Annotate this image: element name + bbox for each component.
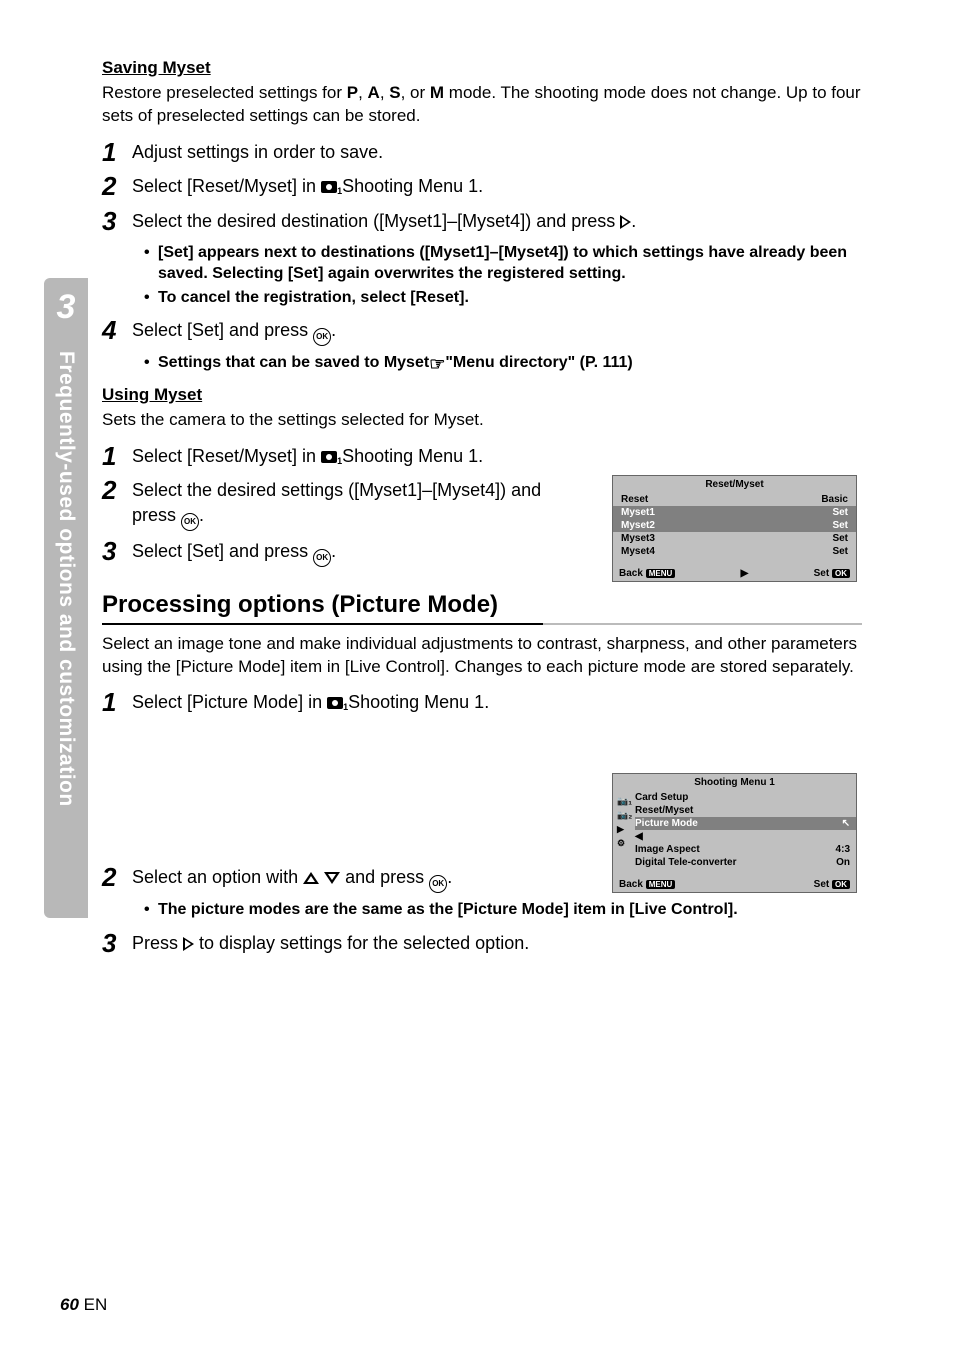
proc-step-2-bullets: •The picture modes are the same as the [… (144, 899, 862, 921)
ok-pill-icon: OK (832, 569, 850, 578)
lcd-side-icons: 📷₁📷₂▶⚙ (617, 794, 632, 850)
page-footer: 60 EN (60, 1295, 107, 1315)
step-3-bullets: •[Set] appears next to destinations ([My… (144, 242, 862, 309)
page-lang: EN (84, 1295, 108, 1314)
heading-processing: Processing options (Picture Mode) (102, 591, 862, 625)
step-num: 2 (102, 863, 132, 893)
step-num: 3 (102, 537, 132, 567)
step-text: Select the desired destination ([Myset1]… (132, 207, 636, 236)
step-num: 4 (102, 316, 132, 346)
ok-button-icon: OK (429, 875, 447, 893)
lcd-row: Card Setup (635, 791, 856, 804)
proc-step-3: 3 Press to display settings for the sele… (102, 929, 862, 958)
page-number: 60 (60, 1295, 79, 1314)
lcd-row: Myset2Set (613, 519, 856, 532)
using-step-1: 1 Select [Reset/Myset] in 1 Shooting Men… (102, 442, 862, 471)
lcd-row: Myset1Set (613, 506, 856, 519)
step-text: Select the desired settings ([Myset1]–[M… (132, 476, 552, 530)
step-num: 1 (102, 138, 132, 167)
lcd-row: Myset3Set (613, 532, 856, 545)
lcd-title: Reset/Myset (613, 476, 856, 493)
camera1-icon: 1 (321, 181, 337, 193)
ok-button-icon: OK (313, 549, 331, 567)
menu-pill-icon: MENU (646, 880, 676, 889)
lcd-reset-myset: Reset/Myset ResetBasicMyset1SetMyset2Set… (612, 475, 857, 582)
step-4-bullets: •Settings that can be saved to Myset ☞ "… (144, 352, 862, 376)
step-text: Select [Reset/Myset] in 1 Shooting Menu … (132, 172, 483, 201)
step-2: 2 Select [Reset/Myset] in 1 Shooting Men… (102, 172, 862, 201)
step-text: Select [Set] and press OK. (132, 537, 336, 567)
ok-button-icon: OK (313, 328, 331, 346)
subhead-using: Using Myset (102, 385, 862, 405)
right-arrow-icon (183, 937, 194, 951)
lcd-row: Myset4Set (613, 545, 856, 558)
step-num: 3 (102, 929, 132, 958)
lcd-rows: Card SetupReset/MysetPicture Mode↖◀Image… (635, 791, 856, 869)
side-tab: 3 Frequently-used options and customizat… (44, 278, 88, 918)
step-num: 1 (102, 688, 132, 717)
step-text: Select [Set] and press OK. (132, 316, 336, 346)
lcd-side-icon: 📷₂ (617, 808, 632, 822)
lcd-row: Reset/Myset (635, 804, 856, 817)
para-restore: Restore preselected settings for P, A, S… (102, 82, 862, 128)
step-text: Select an option with and press OK. (132, 863, 452, 893)
lcd-rows: ResetBasicMyset1SetMyset2SetMyset3SetMys… (613, 493, 856, 558)
para-sets: Sets the camera to the settings selected… (102, 409, 862, 432)
menu-pill-icon: MENU (646, 569, 676, 578)
proc-step-1: 1 Select [Picture Mode] in 1 Shooting Me… (102, 688, 862, 717)
camera1-icon: 1 (321, 451, 337, 463)
lcd-footer: Back MENU Set OK (613, 869, 856, 892)
lcd-side-icon: ⚙ (617, 836, 632, 850)
chapter-number: 3 (44, 278, 88, 327)
step-text: Adjust settings in order to save. (132, 138, 383, 167)
lcd-row: Image Aspect4:3 (635, 843, 856, 856)
step-text: Press to display settings for the select… (132, 929, 529, 958)
lcd-side-icon: ▶ (617, 822, 632, 836)
step-1: 1 Adjust settings in order to save. (102, 138, 862, 167)
subhead-saving: Saving Myset (102, 58, 862, 78)
para-proc: Select an image tone and make individual… (102, 633, 862, 679)
step-num: 2 (102, 172, 132, 201)
step-3: 3 Select the desired destination ([Myset… (102, 207, 862, 236)
step-text: Select [Reset/Myset] in 1 Shooting Menu … (132, 442, 483, 471)
step-4: 4 Select [Set] and press OK. (102, 316, 862, 346)
pointing-hand-icon: ☞ (429, 352, 445, 376)
step-num: 1 (102, 442, 132, 471)
step-num: 2 (102, 476, 132, 530)
lcd-row: ResetBasic (613, 493, 856, 506)
lcd-shooting-menu: Shooting Menu 1 📷₁📷₂▶⚙ Card SetupReset/M… (612, 773, 857, 893)
lcd-title: Shooting Menu 1 (613, 774, 856, 791)
step-text: Select [Picture Mode] in 1 Shooting Menu… (132, 688, 489, 717)
down-arrow-icon (324, 872, 340, 884)
lcd-row: Picture Mode↖ (635, 817, 856, 830)
step-num: 3 (102, 207, 132, 236)
ok-pill-icon: OK (832, 880, 850, 889)
ok-button-icon: OK (181, 513, 199, 531)
lcd-footer: Back MENU ▶ Set OK (613, 558, 856, 581)
camera1-icon: 1 (327, 697, 343, 709)
lcd-row: Digital Tele-converterOn (635, 856, 856, 869)
lcd-row: ◀ (635, 830, 856, 843)
up-arrow-icon (303, 872, 319, 884)
lcd-side-icon: 📷₁ (617, 794, 632, 808)
right-arrow-icon (620, 215, 631, 229)
sidebar-label: Frequently-used options and customizatio… (54, 327, 78, 807)
